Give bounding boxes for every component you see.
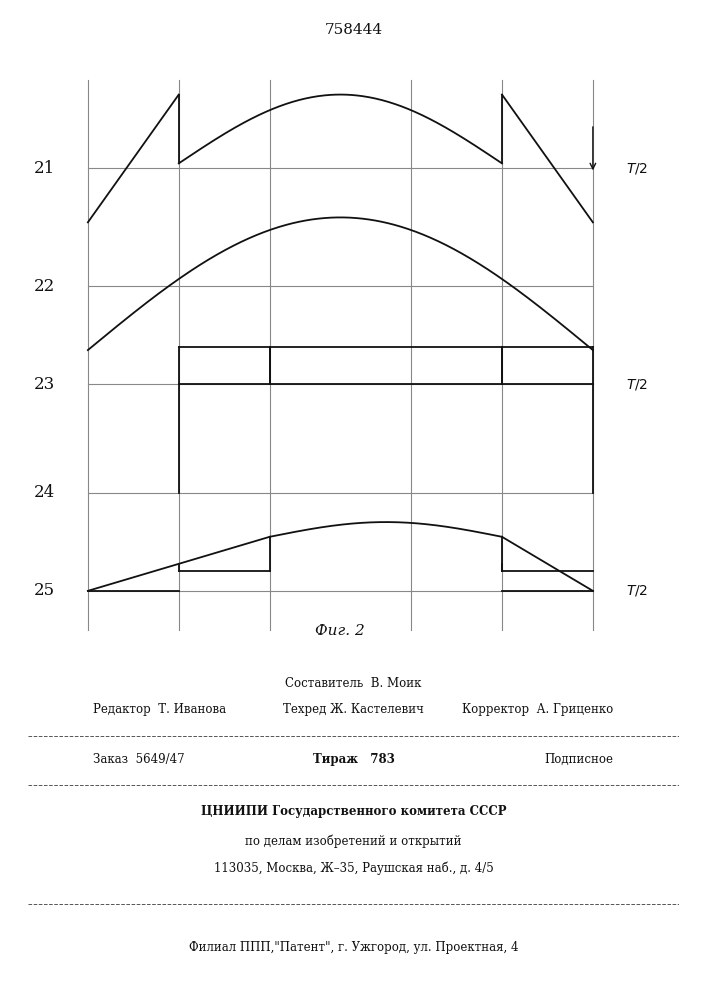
Text: Филиал ППП,"Патент", г. Ужгород, ул. Проектная, 4: Филиал ППП,"Патент", г. Ужгород, ул. Про… xyxy=(189,941,518,954)
Text: 24: 24 xyxy=(34,484,55,501)
Text: $T/2$: $T/2$ xyxy=(626,377,648,392)
Text: Корректор  А. Гриценко: Корректор А. Гриценко xyxy=(462,703,614,716)
Text: Составитель  В. Моик: Составитель В. Моик xyxy=(286,677,421,690)
Text: 25: 25 xyxy=(34,582,55,599)
Text: Редактор  Т. Иванова: Редактор Т. Иванова xyxy=(93,703,226,716)
Text: Фиг. 2: Фиг. 2 xyxy=(315,624,366,638)
Text: по делам изобретений и открытий: по делам изобретений и открытий xyxy=(245,835,462,848)
Text: 758444: 758444 xyxy=(325,23,382,37)
Text: 22: 22 xyxy=(34,278,55,295)
Text: Тираж   783: Тираж 783 xyxy=(312,753,395,766)
Text: 23: 23 xyxy=(34,376,55,393)
Text: 21: 21 xyxy=(34,160,55,177)
Text: Подписное: Подписное xyxy=(544,753,614,766)
Text: 113035, Москва, Ж–35, Раушская наб., д. 4/5: 113035, Москва, Ж–35, Раушская наб., д. … xyxy=(214,861,493,875)
Text: Техред Ж. Кастелевич: Техред Ж. Кастелевич xyxy=(283,703,424,716)
Text: ЦНИИПИ Государственного комитета СССР: ЦНИИПИ Государственного комитета СССР xyxy=(201,805,506,818)
Text: $T/2$: $T/2$ xyxy=(626,161,648,176)
Text: $T/2$: $T/2$ xyxy=(626,583,648,598)
Text: Заказ  5649/47: Заказ 5649/47 xyxy=(93,753,185,766)
